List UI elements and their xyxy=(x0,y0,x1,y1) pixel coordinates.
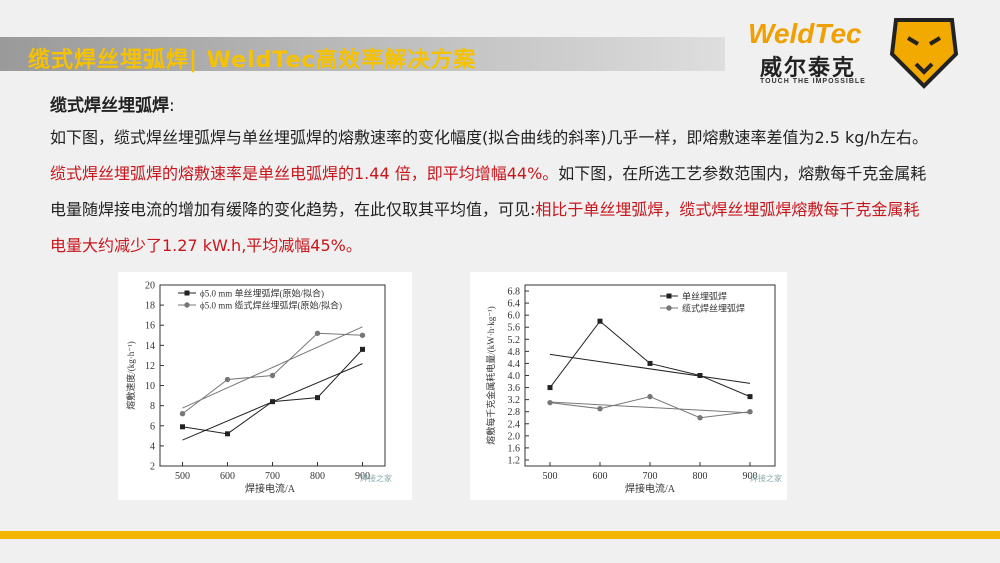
fit-line xyxy=(549,401,751,414)
y-tick-label: 18 xyxy=(145,301,155,312)
text-run: 如下图，缆式焊丝埋弧焊与单丝埋弧焊的熔敷速率的变化幅度(拟合曲线的斜率)几乎一样… xyxy=(50,128,928,147)
fit-line xyxy=(182,326,363,409)
y-tick-label: 5.6 xyxy=(508,323,521,334)
heading-text: 缆式焊丝埋弧焊 xyxy=(50,96,169,116)
y-tick-label: 2.4 xyxy=(508,419,521,430)
marker xyxy=(697,415,703,421)
body-text: 缆式焊丝埋弧焊: 如下图，缆式焊丝埋弧焊与单丝埋弧焊的熔敷速率的变化幅度(拟合曲… xyxy=(50,92,930,264)
bottom-bar xyxy=(0,531,1000,539)
marker xyxy=(697,373,703,378)
series-line xyxy=(182,349,363,435)
x-tick-label: 800 xyxy=(310,471,325,482)
x-tick-label: 600 xyxy=(593,471,608,482)
marker xyxy=(360,346,365,352)
marker xyxy=(315,395,320,401)
marker xyxy=(359,332,366,338)
y-tick-label: 5.2 xyxy=(508,335,521,346)
y-tick-label: 3.2 xyxy=(508,395,521,406)
marker xyxy=(314,330,321,336)
paragraph: 如下图，缆式焊丝埋弧焊与单丝埋弧焊的熔敷速率的变化幅度(拟合曲线的斜率)几乎一样… xyxy=(50,120,930,264)
slide-title: 缆式焊丝埋弧焊| WeldTec高效率解决方案 xyxy=(28,48,477,73)
legend-marker xyxy=(184,290,190,296)
text-run: 缆式焊丝埋弧焊的熔敷速率是单丝电弧焊的1.44 倍，即平均增幅44%。 xyxy=(50,164,559,183)
y-tick-label: 12 xyxy=(145,361,155,372)
logo-tagline: TOUCH THE IMPOSSIBLE xyxy=(760,78,866,85)
chart-frame xyxy=(470,272,787,500)
y-axis-title: 熔敷每千克金属耗电量/(kW·h·kg⁻¹) xyxy=(485,306,496,444)
y-tick-label: 8 xyxy=(150,401,155,412)
watermark: 焊接之家 xyxy=(360,473,392,483)
marker xyxy=(647,360,653,366)
marker xyxy=(224,376,231,383)
y-tick-label: 1.2 xyxy=(508,455,521,466)
marker xyxy=(270,399,275,405)
y-tick-label: 14 xyxy=(145,341,155,352)
y-tick-label: 4.0 xyxy=(508,371,521,382)
marker xyxy=(269,372,276,379)
y-tick-label: 6.8 xyxy=(508,287,521,298)
logo-brand: WeldTec xyxy=(748,18,862,49)
y-tick-label: 4.8 xyxy=(508,347,521,358)
marker xyxy=(547,399,553,406)
legend-label: ϕ5.0 mm 缆式焊丝埋弧焊(原始/拟合) xyxy=(200,300,342,311)
x-tick-label: 700 xyxy=(265,471,280,482)
y-tick-label: 4.4 xyxy=(508,359,521,370)
marker xyxy=(179,411,186,417)
y-tick-label: 1.6 xyxy=(508,443,521,454)
y-tick-label: 6.4 xyxy=(508,299,521,310)
x-tick-label: 500 xyxy=(175,471,190,482)
marker xyxy=(597,405,603,412)
marker xyxy=(747,409,753,415)
legend-marker xyxy=(666,293,672,299)
text-run: 如下图，在所选工艺参数范围内，熔敷每千克金属耗电量随焊接电流的增加有缓降的变化趋… xyxy=(50,164,927,219)
marker xyxy=(547,385,553,391)
fit-line xyxy=(549,353,751,384)
y-tick-label: 20 xyxy=(145,281,155,292)
y-axis-title: 熔敷速度/(kg·h⁻¹) xyxy=(125,341,136,409)
logo-name: 威尔泰克 xyxy=(760,56,857,81)
y-tick-label: 2.8 xyxy=(508,407,521,418)
y-tick-label: 6 xyxy=(150,421,155,432)
y-tick-label: 16 xyxy=(145,321,155,332)
x-tick-label: 500 xyxy=(543,471,558,482)
legend-label: 单丝埋弧焊 xyxy=(682,291,727,302)
legend-marker xyxy=(184,302,190,308)
marker xyxy=(597,318,603,324)
logo-icon xyxy=(889,18,959,89)
marker xyxy=(747,394,753,400)
x-tick-label: 900 xyxy=(355,471,370,482)
x-tick-label: 700 xyxy=(643,471,658,482)
marker xyxy=(647,393,653,400)
marker xyxy=(180,424,185,430)
legend-label: ϕ5.0 mm 单丝埋弧焊(原始/拟合) xyxy=(200,288,324,299)
body-heading: 缆式焊丝埋弧焊: xyxy=(50,92,930,120)
x-axis-title: 焊接电流/A xyxy=(625,482,676,495)
legend-label: 缆式焊丝埋弧焊 xyxy=(682,303,745,314)
y-tick-label: 2 xyxy=(150,462,155,473)
y-tick-label: 10 xyxy=(145,381,155,392)
watermark: 焊接之家 xyxy=(750,473,782,483)
x-tick-label: 800 xyxy=(693,471,708,482)
x-tick-label: 600 xyxy=(220,471,235,482)
legend-marker xyxy=(666,305,672,311)
heading-suffix: : xyxy=(169,96,175,116)
text-run: 相比于单丝埋弧焊，缆式焊丝埋弧焊熔敷每千克金属耗电量大约减少了1.27 kW.h… xyxy=(50,200,920,255)
title-bar: 缆式焊丝埋弧焊| WeldTec高效率解决方案 xyxy=(0,37,725,73)
y-tick-label: 6.0 xyxy=(508,311,521,322)
y-tick-label: 3.6 xyxy=(508,383,521,394)
x-tick-label: 900 xyxy=(743,471,758,482)
x-axis-title: 焊接电流/A xyxy=(245,482,296,495)
marker xyxy=(225,431,230,437)
y-tick-label: 2.0 xyxy=(508,431,521,442)
y-tick-label: 4 xyxy=(150,441,155,452)
